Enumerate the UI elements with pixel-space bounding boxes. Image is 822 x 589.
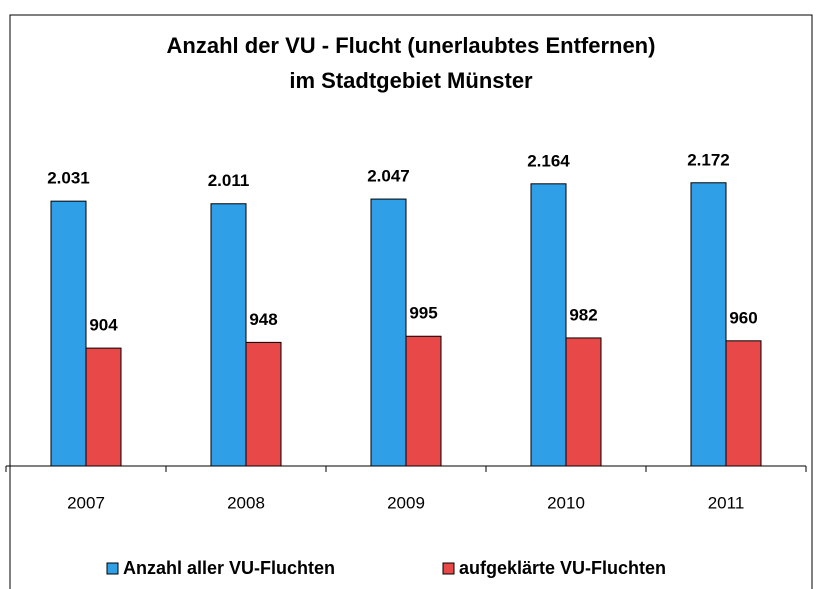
value-label: 995 [409,304,437,323]
bar [371,199,406,466]
bar [86,348,121,466]
legend-swatch [107,563,118,574]
value-label: 2.011 [208,171,250,190]
value-label: 2.047 [367,167,410,186]
bar [211,204,246,466]
x-tick-label: 2011 [708,493,745,512]
bar [566,338,601,466]
legend-label: Anzahl aller VU-Fluchten [123,558,335,578]
value-label: 2.031 [47,169,90,188]
x-tick-label: 2007 [67,493,105,512]
bar [531,184,566,466]
chart-title: im Stadtgebiet Münster [289,68,533,93]
bar [691,183,726,466]
chart-title: Anzahl der VU - Flucht (unerlaubtes Entf… [167,33,656,58]
bar [246,342,281,466]
bar [726,341,761,466]
value-label: 2.172 [687,150,730,169]
x-tick-label: 2008 [227,493,265,512]
value-label: 982 [569,305,597,324]
x-tick-label: 2009 [387,493,425,512]
legend-swatch [443,563,454,574]
x-tick-label: 2010 [547,493,585,512]
value-label: 948 [249,310,277,329]
value-label: 904 [89,316,118,335]
value-label: 960 [729,308,757,327]
legend-label: aufgeklärte VU-Fluchten [459,558,666,578]
value-label: 2.164 [527,151,570,170]
bar [51,201,86,466]
chart: Anzahl der VU - Flucht (unerlaubtes Entf… [0,0,822,589]
bar [406,336,441,466]
